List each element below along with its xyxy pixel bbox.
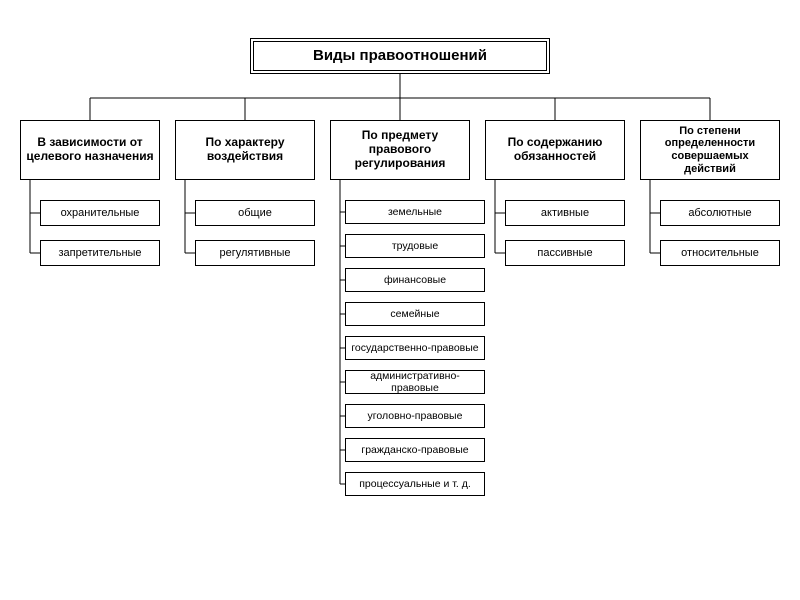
connector-layer — [0, 0, 800, 600]
category-box-c5: По степени определенности совершаемых де… — [640, 120, 780, 180]
category-box-c4: По содержанию обязанностей — [485, 120, 625, 180]
item-box-c2-0: общие — [195, 200, 315, 226]
category-box-c3: По предмету правового регулирования — [330, 120, 470, 180]
item-box-c3-6: уголовно-правовые — [345, 404, 485, 428]
category-box-c2: По характеру воздействия — [175, 120, 315, 180]
item-box-c2-1: регулятивные — [195, 240, 315, 266]
item-box-c3-2: финансовые — [345, 268, 485, 292]
item-box-c1-0: охранительные — [40, 200, 160, 226]
item-box-c4-1: пассивные — [505, 240, 625, 266]
item-box-c5-0: абсолютные — [660, 200, 780, 226]
item-box-c5-1: относительные — [660, 240, 780, 266]
item-box-c3-0: земельные — [345, 200, 485, 224]
diagram-canvas: Виды правоотношений В зависимости от целе… — [0, 0, 800, 600]
category-box-c1: В зависимости от целевого назначения — [20, 120, 160, 180]
item-box-c3-5: административно-правовые — [345, 370, 485, 394]
item-box-c1-1: запретительные — [40, 240, 160, 266]
item-box-c3-3: семейные — [345, 302, 485, 326]
item-box-c3-1: трудовые — [345, 234, 485, 258]
title-box: Виды правоотношений — [250, 38, 550, 74]
item-box-c3-7: гражданско-правовые — [345, 438, 485, 462]
item-box-c4-0: активные — [505, 200, 625, 226]
item-box-c3-8: процессуальные и т. д. — [345, 472, 485, 496]
item-box-c3-4: государственно-правовые — [345, 336, 485, 360]
